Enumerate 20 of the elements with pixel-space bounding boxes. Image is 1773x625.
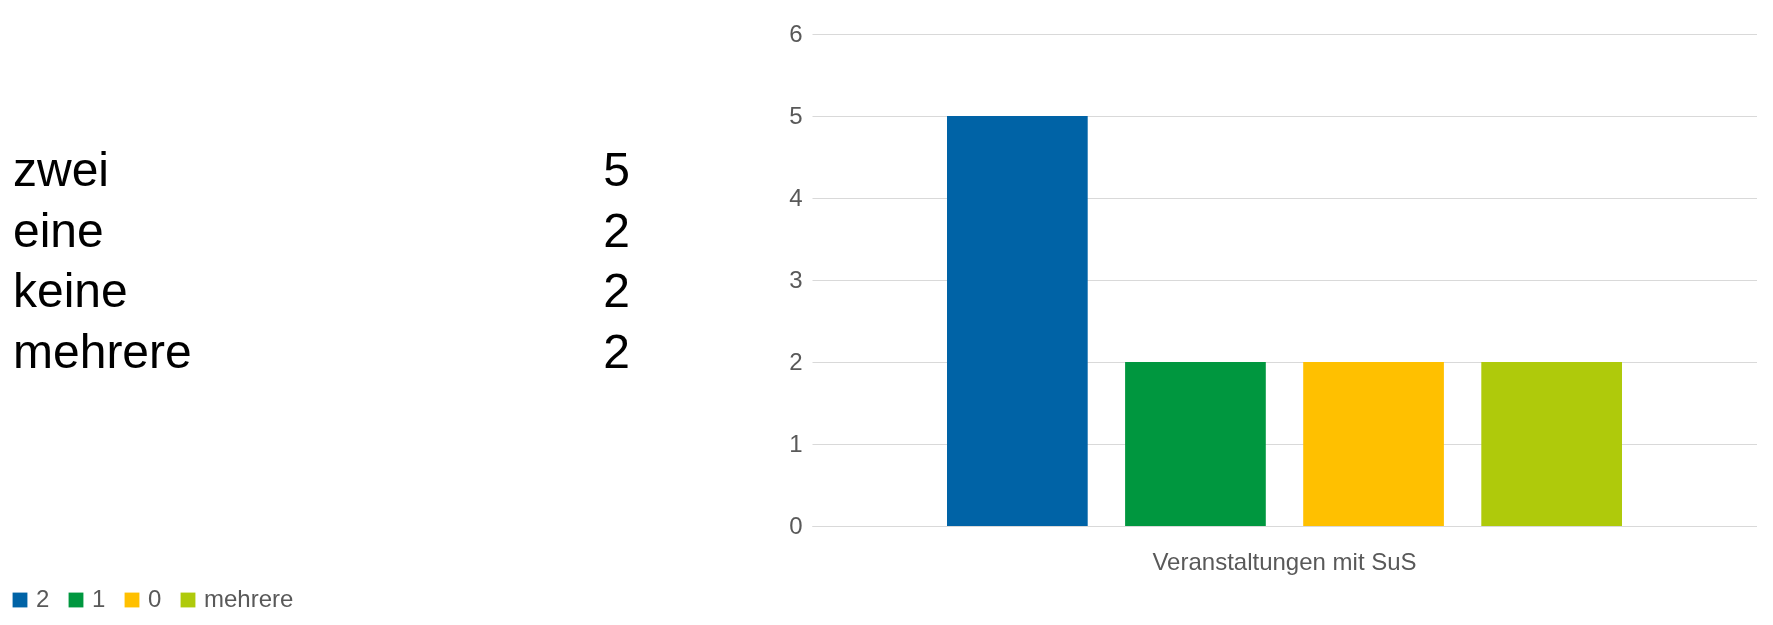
- category-label: zwei: [13, 143, 110, 197]
- y-tick-label: 2: [789, 347, 803, 375]
- category-label: keine: [13, 264, 128, 318]
- y-tick-label: 4: [789, 183, 803, 211]
- x-tick-label: Veranstaltungen mit SuS: [1152, 547, 1417, 575]
- category-label: eine: [13, 203, 104, 257]
- y-tick-label: 1: [789, 429, 803, 457]
- category-label: mehrere: [13, 324, 192, 378]
- y-tick-label: 3: [789, 265, 803, 293]
- data-label: 2: [603, 324, 630, 378]
- legend-label: mehrere: [204, 585, 294, 612]
- legend-label: 2: [36, 585, 50, 612]
- legend-label: 0: [148, 585, 162, 612]
- legend-label: 1: [92, 585, 106, 612]
- data-label: 5: [603, 143, 630, 197]
- data-label: 2: [603, 264, 630, 318]
- data-label: 2: [603, 203, 630, 257]
- y-tick-label: 0: [789, 511, 803, 539]
- y-tick-label: 5: [789, 101, 803, 129]
- y-tick-label: 6: [789, 19, 803, 47]
